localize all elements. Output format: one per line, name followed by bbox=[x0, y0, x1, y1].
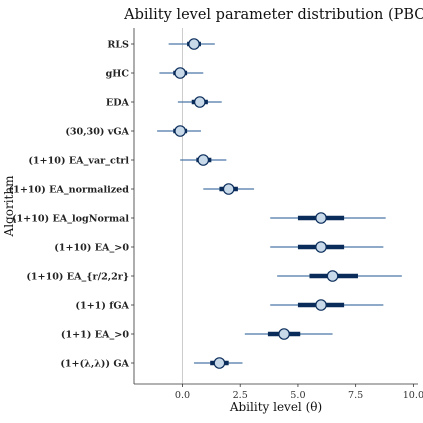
median-point bbox=[174, 67, 186, 79]
x-axis-label: Ability level (θ) bbox=[229, 400, 322, 414]
median-point bbox=[315, 299, 327, 311]
median-point bbox=[222, 183, 235, 195]
median-point bbox=[174, 125, 186, 137]
category-label: (1+10) EA_logNormal bbox=[12, 213, 129, 224]
median-point bbox=[315, 212, 327, 224]
interval-layer bbox=[157, 41, 402, 366]
category-label: (1+10) EA_>0 bbox=[54, 242, 129, 253]
category-label: (1+10) EA_var_ctrl bbox=[28, 155, 129, 166]
category-labels: RLS gHC EDA (30,30) vGA (1+10) EA_var_ctrl (1… bbox=[9, 39, 134, 369]
x-axis-ticks: 0.0 2.5 5.0 7.5 10.0 bbox=[175, 384, 423, 401]
x-tick-label: 5.0 bbox=[290, 390, 305, 401]
category-label: EDA bbox=[106, 97, 130, 108]
category-label: (30,30) vGA bbox=[65, 126, 129, 137]
median-point bbox=[315, 241, 327, 253]
median-point bbox=[197, 154, 210, 166]
category-label: (1+(λ,λ)) GA bbox=[60, 358, 129, 369]
x-tick-label: 0.0 bbox=[175, 390, 190, 401]
median-point bbox=[326, 270, 339, 282]
median-point bbox=[188, 38, 200, 50]
median-point bbox=[278, 328, 290, 340]
category-label: (1+10) EA_{r/2,2r} bbox=[26, 271, 129, 282]
category-label: (1+1) EA_>0 bbox=[61, 329, 129, 340]
x-tick-label: 7.5 bbox=[348, 390, 363, 401]
category-label: (1+1) fGA bbox=[75, 300, 129, 311]
point-layer bbox=[174, 38, 339, 369]
x-tick-label: 10.0 bbox=[403, 390, 423, 401]
median-point bbox=[213, 357, 226, 369]
y-axis-label: Algorithm bbox=[2, 175, 16, 238]
category-label: gHC bbox=[106, 68, 130, 79]
median-point bbox=[194, 96, 206, 108]
x-tick-label: 2.5 bbox=[233, 390, 248, 401]
chart-title: Ability level parameter distribution (PB… bbox=[123, 7, 423, 23]
category-label: RLS bbox=[107, 39, 129, 50]
category-label: (1+10) EA_normalized bbox=[9, 184, 130, 195]
